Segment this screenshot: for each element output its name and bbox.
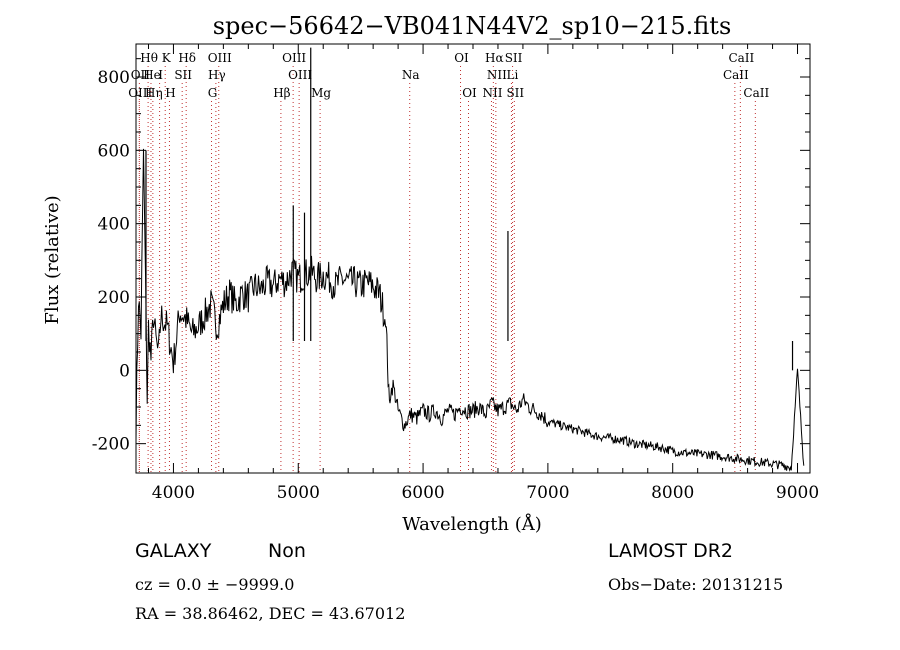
line-label: CaII [723, 68, 749, 82]
line-label: Hδ [178, 51, 196, 65]
object-type: GALAXY [135, 540, 212, 562]
spectrum-series [135, 47, 805, 472]
spectrum-line [135, 148, 805, 472]
x-tick-label: 4000 [152, 483, 195, 503]
line-label: SII [505, 51, 523, 65]
y-tick-label: 400 [98, 215, 130, 235]
y-tick-label: -200 [92, 435, 130, 455]
line-label: Mg [311, 86, 331, 100]
line-label: CaII [743, 86, 769, 100]
y-tick-label: 800 [98, 68, 130, 88]
y-axis-label: Flux (relative) [42, 195, 63, 324]
x-axis-label: Wavelength (Å) [402, 513, 542, 535]
line-label: He [143, 68, 161, 82]
line-label: CaII [728, 51, 754, 65]
line-label: OI [454, 51, 469, 65]
y-tick-label: 600 [98, 141, 130, 161]
line-label: OIII [208, 51, 232, 65]
line-label: Na [402, 68, 420, 82]
redshift-cz: cz = 0.0 ± −9999.0 [135, 575, 295, 594]
line-label: I [158, 68, 163, 82]
line-label: OI [462, 86, 477, 100]
line-label: OIII [282, 51, 306, 65]
chart-title: spec−56642−VB041N44V2_sp10−215.fits [213, 12, 732, 40]
survey-name: LAMOST DR2 [608, 540, 733, 562]
line-label: Hγ [208, 68, 226, 82]
line-label: H [165, 86, 175, 100]
x-tick-label: 9000 [776, 483, 819, 503]
x-tick-label: 7000 [526, 483, 569, 503]
line-label: Hη [145, 86, 163, 100]
line-label: Hθ [140, 51, 158, 65]
x-tick-label: 5000 [277, 483, 320, 503]
line-label: OIII [128, 86, 152, 100]
x-tick-label: 8000 [651, 483, 694, 503]
y-axis-ticks: -200 0 200 400 600 800 [92, 58, 810, 455]
line-label: OIII [288, 68, 312, 82]
line-label: SII [506, 86, 524, 100]
x-tick-label: 6000 [401, 483, 444, 503]
line-label: G [208, 86, 218, 100]
line-label: NII [482, 86, 502, 100]
coordinates: RA = 38.86462, DEC = 43.67012 [135, 604, 406, 623]
line-label: SII [174, 68, 192, 82]
line-label: Li [507, 68, 519, 82]
object-subclass: Non [268, 540, 306, 562]
observation-date: Obs−Date: 20131215 [608, 575, 784, 594]
y-tick-label: 0 [119, 361, 130, 381]
line-label: Hβ [273, 86, 290, 100]
line-label: K [162, 51, 172, 65]
y-tick-label: 200 [98, 288, 130, 308]
line-label: Hα [485, 51, 504, 65]
x-axis-ticks: 4000 5000 6000 7000 8000 9000 [147, 44, 819, 503]
spectral-line-markers [138, 66, 756, 473]
line-label: NII [487, 68, 507, 82]
